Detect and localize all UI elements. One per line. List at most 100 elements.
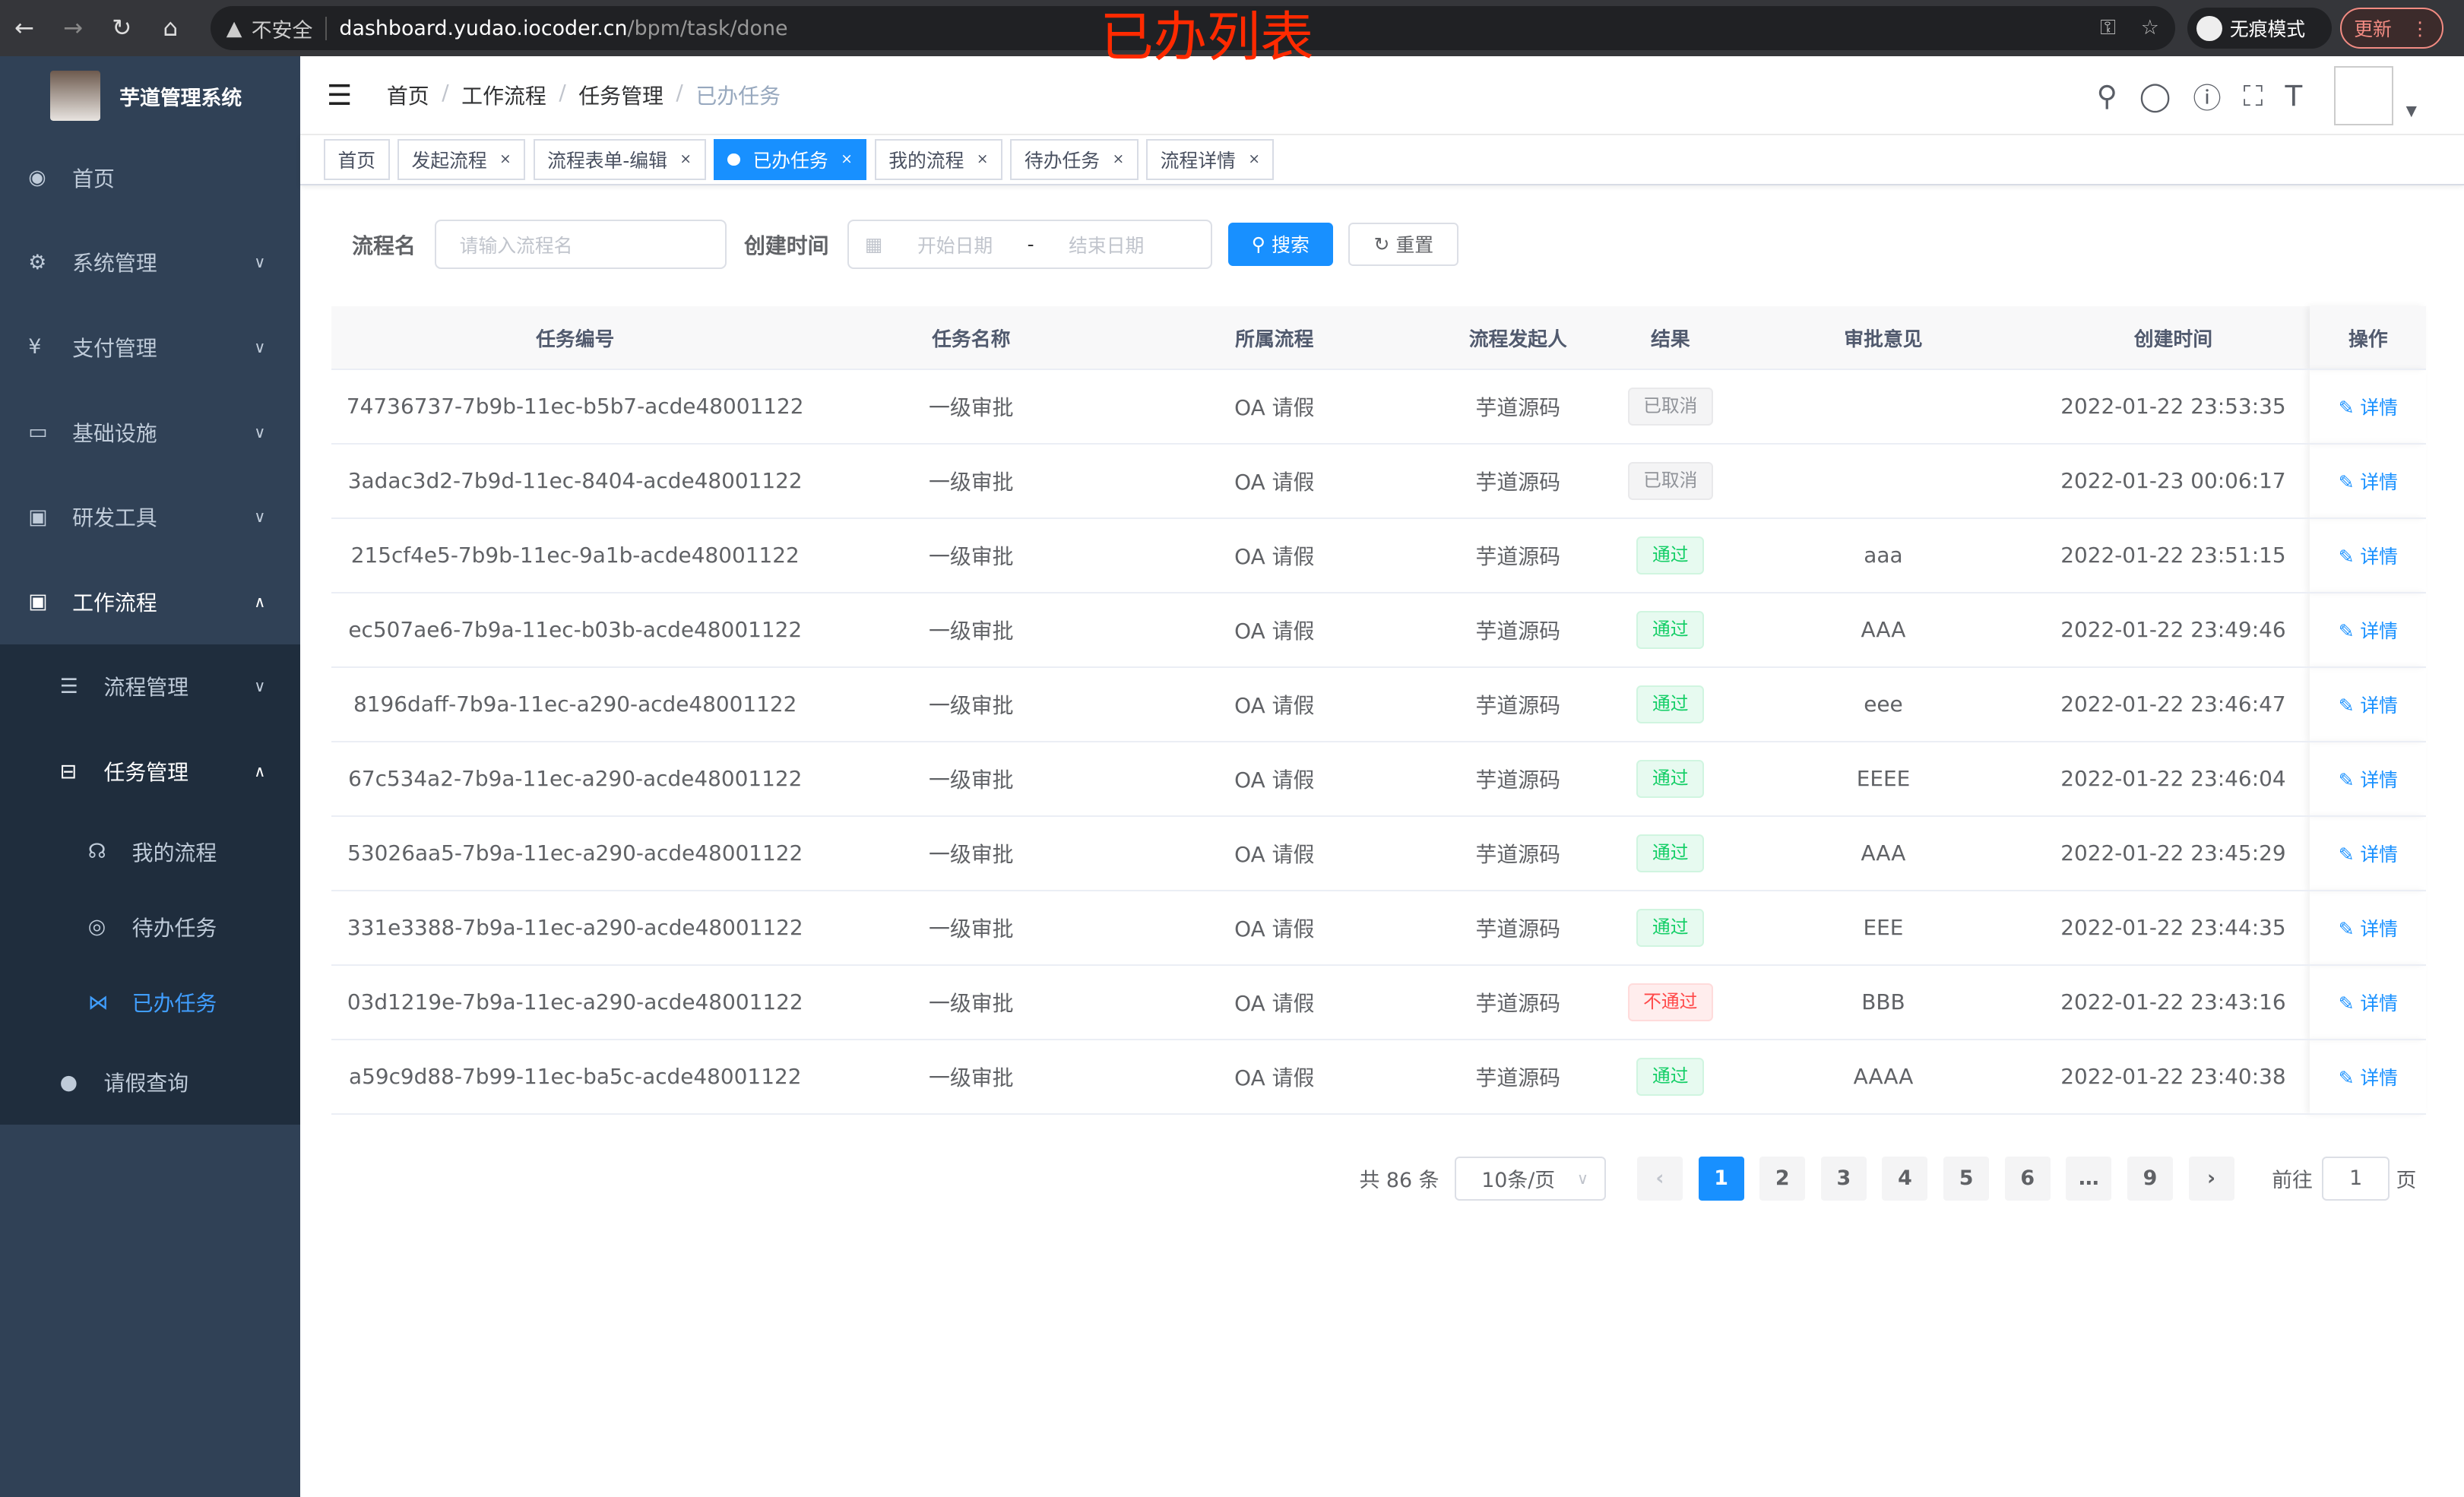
close-icon[interactable]: × — [1248, 151, 1260, 168]
sidebar-item-task-manage[interactable]: ⊟ 任务管理 ∧ — [0, 729, 300, 814]
result-badge: 不通过 — [1627, 983, 1714, 1021]
sidebar-item-devtools[interactable]: ▣ 研发工具 ∨ — [0, 474, 300, 559]
sidebar-item-done[interactable]: ⋈ 已办任务 — [0, 964, 300, 1040]
goto-page-input[interactable]: 1 — [2322, 1156, 2390, 1201]
fullscreen-icon[interactable]: ⛶ — [2243, 78, 2263, 112]
chevron-down-icon: ∨ — [1576, 1169, 1588, 1188]
create-time: 2022-01-22 23:44:35 — [2036, 890, 2310, 966]
detail-button[interactable]: ✎ 详情 — [2339, 397, 2398, 419]
prev-page-button[interactable]: ‹ — [1636, 1156, 1683, 1201]
sidebar-item-infra[interactable]: ▭ 基础设施 ∨ — [0, 390, 300, 475]
sidebar-item-workflow[interactable]: ▣ 工作流程 ∧ — [0, 559, 300, 644]
create-time: 2022-01-22 23:40:38 — [2036, 1039, 2310, 1115]
close-icon[interactable]: × — [499, 151, 511, 168]
breadcrumb-item[interactable]: 任务管理 — [578, 84, 664, 109]
actions-cell: ✎ 详情 — [2310, 1039, 2427, 1115]
start-date[interactable]: 开始日期 — [917, 234, 993, 257]
page-button[interactable]: 4 — [1882, 1156, 1928, 1201]
label: 流程管理 — [103, 675, 189, 701]
tag-form-edit[interactable]: 流程表单-编辑 × — [533, 139, 706, 180]
detail-button[interactable]: ✎ 详情 — [2339, 620, 2398, 642]
detail-label: 详情 — [2360, 917, 2398, 940]
close-icon[interactable]: × — [1112, 151, 1125, 168]
placeholder: 请输入流程名 — [459, 234, 573, 257]
tag-my-process[interactable]: 我的流程 × — [874, 139, 1003, 180]
close-icon[interactable]: × — [976, 151, 989, 168]
detail-button[interactable]: ✎ 详情 — [2339, 1067, 2398, 1089]
page-button[interactable]: 3 — [1820, 1156, 1867, 1201]
github-icon[interactable]: ◯ — [2139, 79, 2171, 113]
goto-value: 1 — [2349, 1166, 2363, 1191]
page-button[interactable]: 2 — [1759, 1156, 1806, 1201]
detail-label: 详情 — [2360, 992, 2398, 1014]
end-date[interactable]: 结束日期 — [1069, 234, 1145, 257]
sidebar-item-leave[interactable]: ● 请假查询 — [0, 1040, 300, 1125]
result-cell: 通过 — [1610, 890, 1731, 966]
key-icon[interactable]: ⚿ — [2100, 16, 2116, 40]
close-icon[interactable]: × — [841, 151, 853, 168]
sidebar-item-todo[interactable]: ◎ 待办任务 — [0, 889, 300, 965]
detail-label: 详情 — [2360, 619, 2398, 642]
result-badge: 通过 — [1636, 1058, 1705, 1096]
hamburger-icon[interactable]: ☰ — [327, 78, 353, 112]
edit-icon: ✎ — [2338, 619, 2355, 642]
detail-label: 详情 — [2360, 1066, 2398, 1089]
reload-icon[interactable]: ↻ — [112, 14, 132, 43]
done-task-table: 任务编号 任务名称 所属流程 流程发起人 结果 审批意见 创建时间 操作 74736737-7… — [331, 306, 2427, 1115]
tag-start-process[interactable]: 发起流程 × — [397, 139, 526, 180]
home-icon[interactable]: ⌂ — [163, 14, 179, 43]
sidebar-item-pay[interactable]: ¥ 支付管理 ∨ — [0, 305, 300, 390]
result-cell: 通过 — [1610, 741, 1731, 817]
tag-home[interactable]: 首页 — [323, 139, 390, 180]
address-bar[interactable]: ▲ 不安全 dashboard.yudao.iocoder.cn/bpm/tas… — [211, 6, 2175, 51]
detail-button[interactable]: ✎ 详情 — [2339, 769, 2398, 791]
comment: AAAA — [1730, 1039, 2037, 1115]
edit-icon: ✎ — [2338, 545, 2355, 568]
date-range-picker[interactable]: ▦ 开始日期 - 结束日期 — [847, 220, 1213, 269]
search-icon[interactable]: ⚲ — [2096, 79, 2117, 113]
tree-icon: ⊟ — [59, 759, 78, 783]
avatar[interactable] — [2333, 65, 2394, 126]
incognito-badge[interactable]: 无痕模式 — [2187, 8, 2333, 49]
tag-done-tasks[interactable]: 已办任务 × — [713, 139, 867, 180]
breadcrumb-item[interactable]: 工作流程 — [461, 84, 546, 109]
update-button[interactable]: 更新 ⋮ — [2339, 8, 2444, 49]
back-icon[interactable]: ← — [14, 14, 35, 43]
detail-button[interactable]: ✎ 详情 — [2339, 546, 2398, 568]
task-name: 一级审批 — [819, 517, 1124, 593]
reset-button[interactable]: ↻ 重置 — [1348, 222, 1459, 267]
logo[interactable]: 芋道管理系统 — [0, 56, 300, 135]
detail-button[interactable]: ✎ 详情 — [2339, 992, 2398, 1014]
sidebar-item-process-manage[interactable]: ☰ 流程管理 ∨ — [0, 644, 300, 730]
task-id: 03d1219e-7b9a-11ec-a290-acde48001122 — [331, 964, 819, 1040]
page-button[interactable]: 5 — [1943, 1156, 1990, 1201]
starter: 芋道源码 — [1425, 964, 1611, 1040]
sidebar-item-home[interactable]: ◉ 首页 — [0, 135, 300, 220]
edit-icon: ✎ — [2338, 470, 2355, 493]
page-button[interactable]: 1 — [1698, 1156, 1744, 1201]
detail-button[interactable]: ✎ 详情 — [2339, 695, 2398, 717]
tag-process-detail[interactable]: 流程详情 × — [1146, 139, 1275, 180]
sidebar-item-system[interactable]: ⚙ 系统管理 ∨ — [0, 220, 300, 305]
forward-icon[interactable]: → — [63, 14, 84, 43]
search-button[interactable]: ⚲ 搜索 — [1227, 222, 1333, 267]
caret-down-icon[interactable]: ▼ — [2405, 103, 2417, 120]
star-icon[interactable]: ☆ — [2140, 16, 2159, 40]
page-button[interactable]: 9 — [2127, 1156, 2173, 1201]
page-button[interactable]: … — [2066, 1156, 2112, 1201]
detail-button[interactable]: ✎ 详情 — [2339, 918, 2398, 940]
sidebar-item-my-process[interactable]: ☊ 我的流程 — [0, 813, 300, 890]
close-icon[interactable]: × — [679, 151, 692, 168]
starter: 芋道源码 — [1425, 815, 1611, 891]
next-page-button[interactable]: › — [2188, 1156, 2234, 1201]
process-name-input[interactable]: 请输入流程名 — [434, 220, 727, 269]
breadcrumb-item[interactable]: 首页 — [386, 84, 429, 109]
column-header: 结果 — [1610, 306, 1731, 370]
detail-button[interactable]: ✎ 详情 — [2339, 843, 2398, 866]
font-size-icon[interactable]: T — [2285, 79, 2303, 113]
detail-button[interactable]: ✎ 详情 — [2339, 471, 2398, 493]
tag-todo[interactable]: 待办任务 × — [1010, 139, 1139, 180]
page-button[interactable]: 6 — [2004, 1156, 2051, 1201]
page-size-select[interactable]: 10条/页 ∨ — [1455, 1156, 1606, 1201]
help-icon[interactable]: ⓘ — [2193, 81, 2222, 116]
